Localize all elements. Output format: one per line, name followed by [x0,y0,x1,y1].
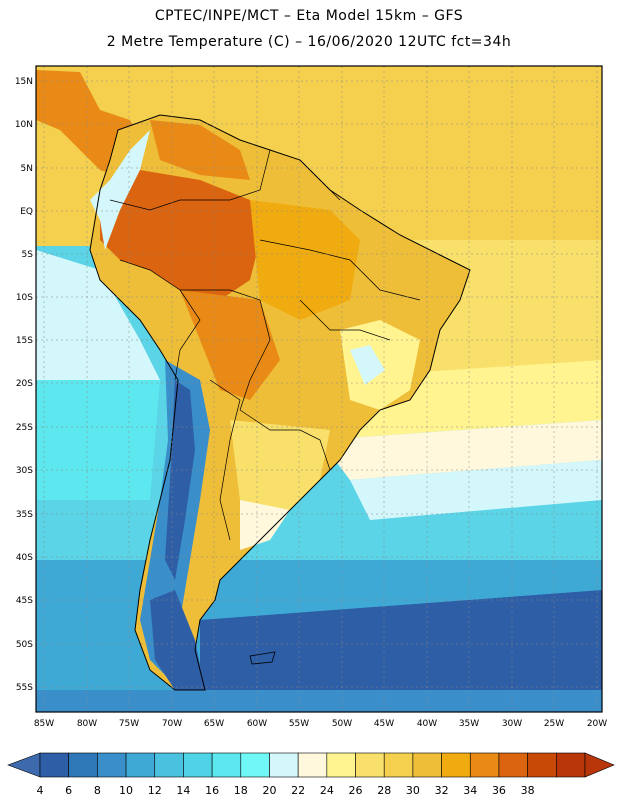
lon-label: 25W [544,719,564,729]
lon-label: 20W [587,719,607,729]
colorbar-segment [68,752,98,778]
colorbar-segment [39,752,69,778]
central-warm-zone [250,200,360,320]
map-title: CPTEC/INPE/MCT – Eta Model 15km – GFS [154,8,464,24]
lat-label: 5S [22,250,34,260]
lat-label: 40S [16,553,33,563]
coastline [89,114,471,691]
colorbar-segment [527,752,557,778]
colorbar-label: 36 [492,784,506,797]
lat-label: 55S [16,683,33,693]
colorbar-segment [125,752,156,778]
graticule [36,66,602,712]
lon-label: 30W [502,719,522,729]
ocean-band [36,690,602,712]
colorbar-label: 12 [148,784,162,797]
colorbar-under-arrow [7,752,41,778]
colorbar-label: 10 [119,784,133,797]
lat-label: 15N [15,77,33,87]
colorbar-segment [441,752,471,778]
colorbar-segment [97,752,127,778]
map-subtitle: 2 Metre Temperature (C) – 16/06/2020 12U… [106,34,512,50]
colorbar-label: 18 [234,784,248,797]
lat-label: 5N [21,164,33,174]
ocean-band [350,460,602,520]
lon-label: 65W [204,719,224,729]
colorbar-segment [297,752,328,778]
latitude-labels: 15N 10N 5N EQ 5S 10S 15S 20S 25S 30S 35S… [15,77,33,693]
colorbar-label: 30 [406,784,420,797]
colorbar-label: 28 [377,784,391,797]
map-frame [35,65,603,713]
colorbar-segment [240,752,270,778]
colorbar-label: 14 [176,784,190,797]
lon-label: 85W [34,719,54,729]
colorbar-label: 24 [320,784,334,797]
patagonia [150,590,205,690]
lon-label: 75W [119,719,139,729]
colorbar-segments [39,752,586,778]
colorbar-label: 22 [291,784,305,797]
amazon-hot-zone [100,170,260,300]
lat-label: 25S [16,423,33,433]
lat-label: 30S [16,466,33,476]
colorbar-labels: 4 6 8 10 12 14 16 18 20 22 24 26 28 30 32 34 36 38 [37,784,535,797]
colorbar-label: 6 [65,784,72,797]
longitude-labels: 85W 80W 75W 70W 65W 60W 55W 50W 45W 40W … [34,719,607,729]
lat-label: 15S [16,336,33,346]
ocean-band [320,420,602,480]
chaco-zone [180,290,280,400]
colorbar-segment [211,752,242,778]
lon-label: 50W [332,719,352,729]
colorbar-segment [556,752,586,778]
colorbar-label: 20 [262,784,276,797]
colorbar-segment [154,752,184,778]
colorbar-label: 34 [463,784,477,797]
lat-label: 10N [15,120,33,130]
country-borders [109,149,421,541]
andes-north [90,130,150,250]
lat-label: 35S [16,510,33,520]
lon-label: 80W [77,719,97,729]
lon-label: 55W [289,719,309,729]
colorbar-segment [383,752,414,778]
lat-label: 45S [16,596,33,606]
colorbar-label: 8 [94,784,101,797]
lat-label: 50S [16,640,33,650]
lon-label: 35W [459,719,479,729]
lat-label: 20S [16,379,33,389]
lon-label: 60W [247,719,267,729]
colorbar-over-arrow [584,752,615,778]
colorbar-label: 4 [37,784,44,797]
colorbar-label: 38 [521,784,535,797]
colorbar-segment [355,752,385,778]
colorbar-segment [326,752,356,778]
south-cool-zone [240,500,290,550]
colorbar-segment [498,752,528,778]
north-warm-zone [150,120,250,180]
lon-label: 70W [162,719,182,729]
lon-label: 40W [417,719,437,729]
highland-cool-spot [350,345,385,385]
colorbar-segment [412,752,442,778]
colorbar-segment [183,752,213,778]
colorbar-segment [269,752,299,778]
ocean-band [200,590,602,712]
lon-label: 45W [374,719,394,729]
colorbar-label: 26 [349,784,363,797]
map-canvas [36,66,602,712]
lat-label: 10S [16,293,33,303]
colorbar-label: 16 [205,784,219,797]
falkland-islands [249,651,276,665]
colorbar-label: 32 [435,784,449,797]
lat-label: EQ [20,207,33,217]
colorbar-segment [469,752,500,778]
